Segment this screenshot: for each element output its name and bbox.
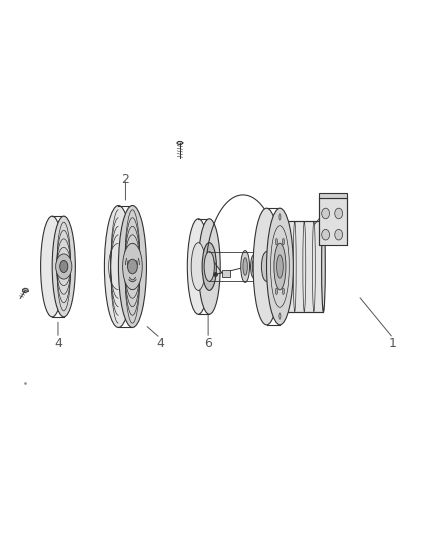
Ellipse shape xyxy=(198,219,220,314)
Ellipse shape xyxy=(251,255,257,278)
Ellipse shape xyxy=(60,261,68,272)
Ellipse shape xyxy=(118,206,146,327)
Ellipse shape xyxy=(41,216,64,317)
Bar xyxy=(280,221,323,312)
Ellipse shape xyxy=(274,243,286,290)
Text: 2: 2 xyxy=(121,173,129,185)
Ellipse shape xyxy=(104,206,132,327)
Ellipse shape xyxy=(267,208,293,325)
Bar xyxy=(319,193,347,198)
Ellipse shape xyxy=(260,258,265,275)
Bar xyxy=(319,198,347,245)
Ellipse shape xyxy=(243,258,247,275)
Text: 6: 6 xyxy=(204,337,212,350)
Ellipse shape xyxy=(279,313,281,319)
Ellipse shape xyxy=(261,262,264,271)
Ellipse shape xyxy=(283,238,285,245)
Polygon shape xyxy=(177,142,183,144)
Ellipse shape xyxy=(279,214,281,220)
Polygon shape xyxy=(23,288,28,293)
Ellipse shape xyxy=(276,238,278,245)
Ellipse shape xyxy=(253,208,280,325)
Ellipse shape xyxy=(241,251,250,282)
Ellipse shape xyxy=(202,243,216,290)
Ellipse shape xyxy=(191,243,205,290)
Ellipse shape xyxy=(204,252,214,281)
Ellipse shape xyxy=(276,288,278,295)
Text: 1: 1 xyxy=(389,337,397,350)
Ellipse shape xyxy=(123,244,142,289)
Ellipse shape xyxy=(322,208,329,219)
Ellipse shape xyxy=(252,260,255,273)
Text: 4: 4 xyxy=(54,337,62,350)
Ellipse shape xyxy=(187,219,209,314)
Ellipse shape xyxy=(283,288,285,295)
Ellipse shape xyxy=(261,252,272,281)
Text: 4: 4 xyxy=(156,337,164,350)
Ellipse shape xyxy=(52,216,75,317)
Ellipse shape xyxy=(127,259,138,274)
Ellipse shape xyxy=(322,229,329,240)
Ellipse shape xyxy=(335,229,343,240)
Bar xyxy=(223,270,230,277)
Ellipse shape xyxy=(321,221,325,312)
Ellipse shape xyxy=(276,255,283,278)
Ellipse shape xyxy=(56,254,72,279)
Ellipse shape xyxy=(335,208,343,219)
